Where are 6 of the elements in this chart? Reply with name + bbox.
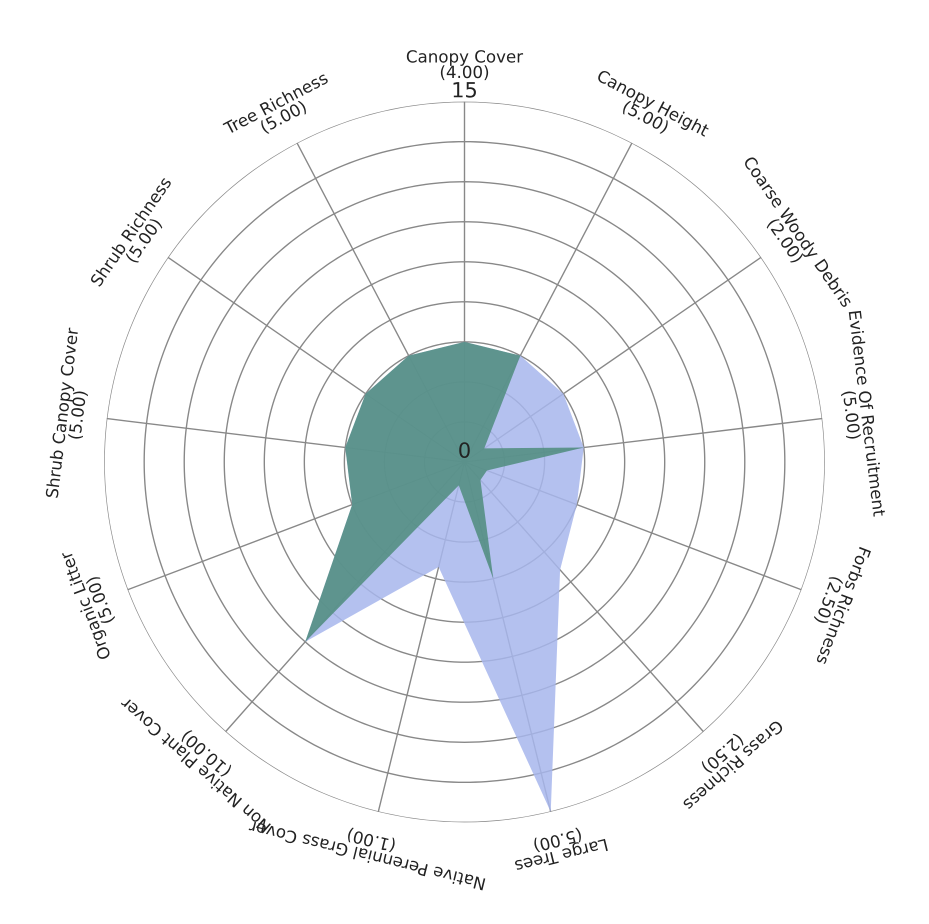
spoke-label: Evidence Of Recruitment (5.00) [840, 310, 886, 517]
y-tick-label: 15 [454, 82, 476, 98]
spoke-label: Large Trees (5.00) [514, 827, 608, 873]
spoke-label: Canopy Cover (4.00) [406, 50, 524, 80]
y-tick-label: 0 [459, 442, 470, 458]
spoke-label: Shrub Canopy Cover (5.00) [45, 327, 88, 498]
